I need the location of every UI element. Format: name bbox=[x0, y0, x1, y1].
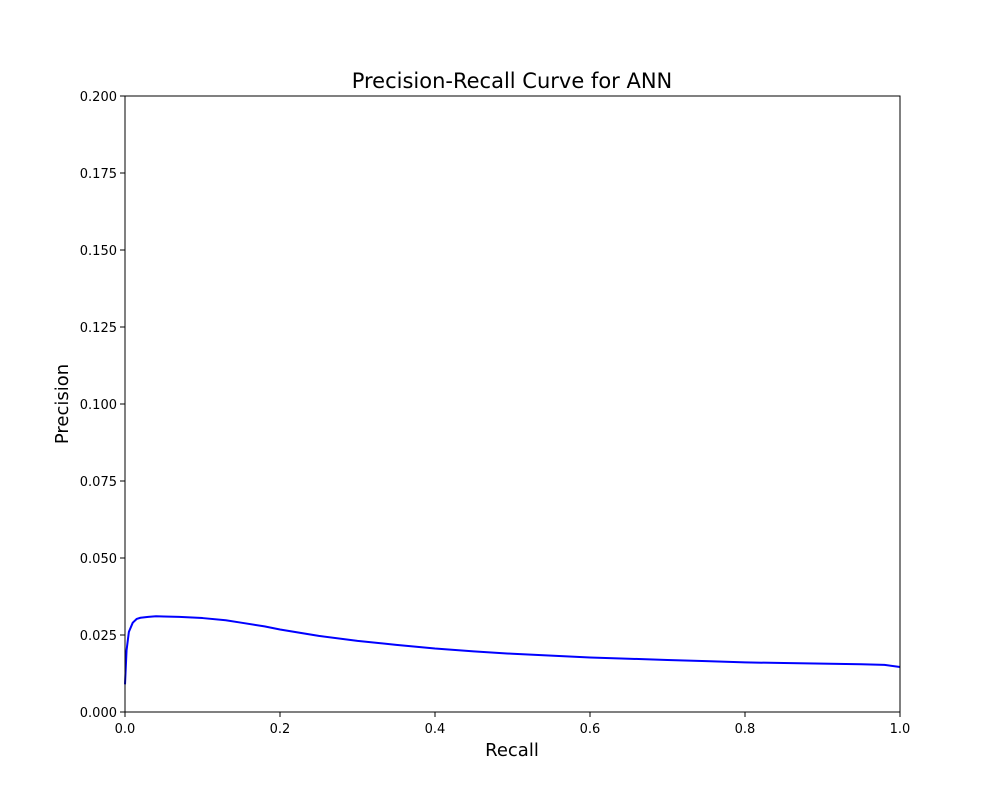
x-axis-label: Recall bbox=[485, 740, 539, 761]
x-tick-label: 0.0 bbox=[115, 722, 136, 737]
y-tick-label: 0.200 bbox=[80, 90, 117, 105]
plot-frame bbox=[124, 95, 901, 713]
y-axis-label: Precision bbox=[52, 364, 73, 444]
y-tick-label: 0.150 bbox=[80, 244, 117, 259]
y-tick-label: 0.175 bbox=[80, 167, 117, 182]
y-axis-ticks: 0.000 0.025 0.050 0.075 0.100 0.125 0.150 0.175… bbox=[80, 90, 125, 721]
chart-title: Precision-Recall Curve for ANN bbox=[352, 69, 673, 93]
y-tick-label: 0.050 bbox=[80, 552, 117, 567]
series-layer bbox=[124, 615, 901, 685]
y-tick-label: 0.125 bbox=[80, 321, 117, 336]
y-tick-label: 0.000 bbox=[80, 706, 117, 721]
y-tick-label: 0.075 bbox=[80, 475, 117, 490]
x-tick-label: 0.8 bbox=[735, 722, 756, 737]
x-tick-label: 0.6 bbox=[580, 722, 601, 737]
y-tick-label: 0.025 bbox=[80, 629, 117, 644]
x-tick-label: 0.2 bbox=[270, 722, 291, 737]
x-axis-ticks: 0.0 0.2 0.4 0.6 0.8 1.0 bbox=[115, 712, 911, 737]
x-tick-label: 0.4 bbox=[425, 722, 446, 737]
precision-recall-line bbox=[124, 615, 901, 685]
y-tick-label: 0.100 bbox=[80, 398, 117, 413]
x-tick-label: 1.0 bbox=[890, 722, 911, 737]
